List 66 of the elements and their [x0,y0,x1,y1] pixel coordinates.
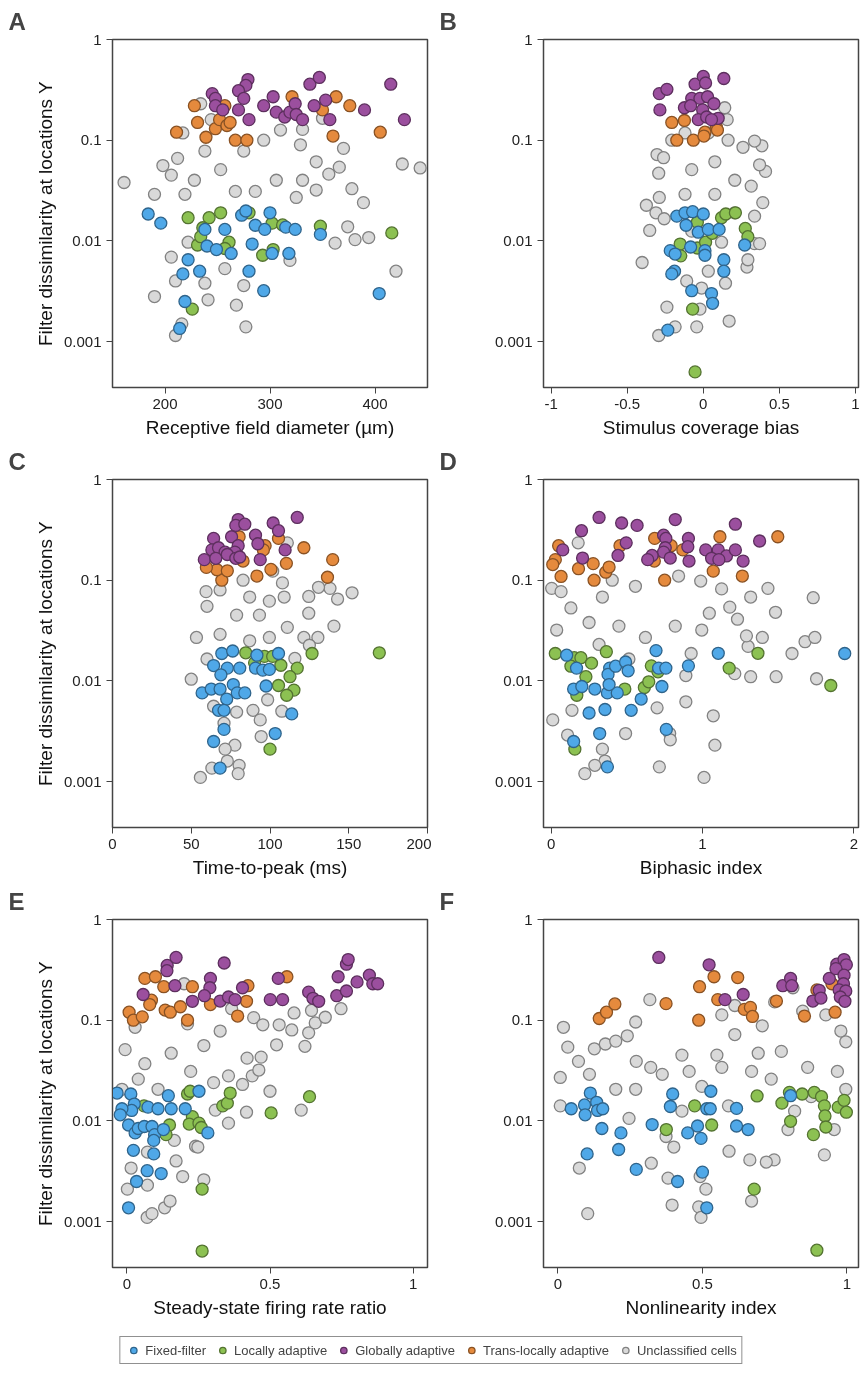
x-tick-label: 0.5 [692,1274,713,1292]
x-tick-label: 1 [842,1274,852,1292]
y-axis-title: Filter dissimilarity at locations Y [34,521,56,787]
x-tick-label: 0 [108,834,117,852]
x-tick-label: -0.5 [614,394,641,412]
x-tick-label: 1 [409,1274,418,1292]
chart-title: F [439,887,455,915]
x-tick-label: 300 [257,394,283,412]
x-tick-label: -1 [544,394,558,412]
chart-title: E [8,887,25,915]
x-axis-title: Time-to-peak (ms) [192,856,348,878]
y-tick-label: 1 [524,470,533,488]
y-tick-label: 1 [524,30,533,48]
x-tick-label: 50 [182,834,200,852]
y-tick-label: 0.001 [63,332,102,350]
x-tick-label: 200 [152,394,178,412]
x-tick-label: 150 [336,834,362,852]
y-axis-title: Filter dissimilarity at locations Y [34,81,56,347]
x-tick-label: 0 [122,1274,131,1292]
y-tick-label: 0.01 [72,1111,102,1129]
legend-label: Fixed-filter [145,1342,207,1358]
y-tick-label: 1 [93,30,102,48]
chart-title: A [8,7,26,35]
x-tick-label: 1 [698,834,707,852]
legend-label: Trans-locally adaptive [482,1342,609,1358]
chart-title: D [439,447,457,475]
y-tick-label: 0.01 [72,231,102,249]
x-tick-label: 100 [257,834,283,852]
x-axis-title: Receptive field diameter (µm) [145,416,395,438]
x-tick-label: 0 [699,394,708,412]
legend-label: Locally adaptive [234,1342,328,1358]
y-tick-label: 0.001 [63,772,102,790]
x-tick-label: 400 [362,394,388,412]
y-tick-label: 0.01 [503,231,533,249]
x-axis-title: Stimulus coverage bias [602,416,800,438]
y-tick-label: 0.001 [494,332,533,350]
y-tick-label: 0.001 [63,1212,102,1230]
y-tick-label: 1 [93,910,102,928]
legend-label: Unclassified cells [636,1342,737,1358]
y-tick-label: 0.001 [494,772,533,790]
x-tick-label: 2 [849,834,859,852]
y-tick-label: 0.01 [72,671,102,689]
chart-title: C [8,447,26,475]
y-tick-label: 0.01 [503,1111,533,1129]
y-tick-label: 0.1 [511,1011,533,1029]
y-tick-label: 0.001 [494,1212,533,1230]
x-tick-label: 0.5 [768,394,790,412]
y-tick-label: 1 [93,470,102,488]
legend-label: Globally adaptive [355,1342,455,1358]
x-tick-label: 0 [553,1274,563,1292]
x-axis-title: Steady-state firing rate ratio [153,1296,387,1318]
chart-title: B [439,7,457,35]
y-tick-label: 0.1 [511,571,533,589]
y-tick-label: 0.1 [80,571,102,589]
y-tick-label: 0.01 [503,671,533,689]
x-axis-title: Biphasic index [639,856,763,878]
y-tick-label: 0.1 [80,1011,102,1029]
x-tick-label: 200 [406,834,432,852]
y-tick-label: 0.1 [511,131,533,149]
y-tick-label: 0.1 [80,131,102,149]
x-axis-title: Nonlinearity index [625,1296,778,1318]
x-tick-label: 1 [851,394,860,412]
x-tick-label: 0.5 [259,1274,281,1292]
y-axis-title: Filter dissimilarity at locations Y [34,961,56,1227]
y-tick-label: 1 [524,910,533,928]
x-tick-label: 0 [546,834,556,852]
